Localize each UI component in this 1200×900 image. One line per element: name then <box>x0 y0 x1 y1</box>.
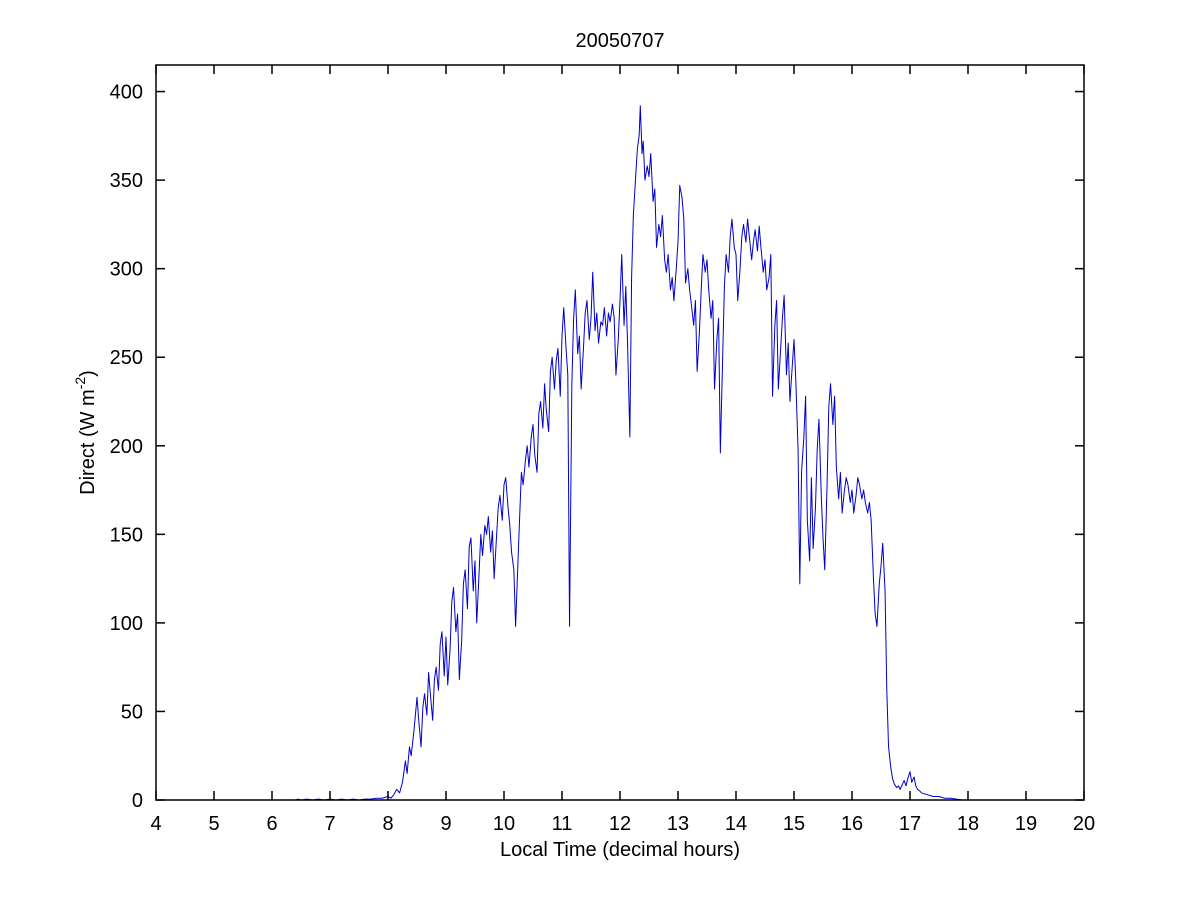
x-tick-label: 14 <box>725 813 747 835</box>
y-tick-label: 400 <box>110 82 143 104</box>
y-tick-label: 50 <box>121 701 143 723</box>
y-axis-tick-labels: 0 50 100 150 200 250 300 350 400 <box>110 82 143 812</box>
x-tick-label: 5 <box>208 813 219 835</box>
y-tick-label: 200 <box>110 436 143 458</box>
y-axis-label-text: Direct (W m-2) <box>72 370 99 495</box>
x-tick-label: 6 <box>266 813 277 835</box>
y-tick-label: 250 <box>110 347 143 369</box>
y-tick-label: 350 <box>110 170 143 192</box>
x-tick-label: 7 <box>324 813 335 835</box>
y-tick-label: 0 <box>132 790 143 812</box>
x-axis-ticks <box>155 65 1085 800</box>
x-tick-label: 8 <box>382 813 393 835</box>
chart-title: 20050707 <box>576 30 665 52</box>
x-axis-label: Local Time (decimal hours) <box>500 839 740 861</box>
y-tick-label: 150 <box>110 524 143 546</box>
x-tick-label: 12 <box>609 813 631 835</box>
x-axis-label-text: Local Time (decimal hours) <box>500 839 740 861</box>
y-tick-label: 100 <box>110 613 143 635</box>
x-axis-tick-labels: 4 5 6 7 8 9 10 11 12 13 14 15 16 17 18 19 20 <box>150 813 1095 835</box>
y-axis-ticks <box>156 90 1084 801</box>
x-tick-label: 18 <box>957 813 979 835</box>
x-tick-label: 19 <box>1015 813 1037 835</box>
data-series <box>294 105 969 801</box>
x-tick-label: 20 <box>1073 813 1095 835</box>
x-tick-label: 11 <box>552 813 573 835</box>
x-tick-label: 10 <box>493 813 515 835</box>
x-tick-label: 4 <box>150 813 161 835</box>
x-tick-label: 9 <box>440 813 451 835</box>
x-tick-label: 13 <box>667 813 689 835</box>
chart-title-text: 20050707 <box>576 30 665 52</box>
plot-box <box>155 64 1085 801</box>
series-line <box>294 105 969 801</box>
x-tick-label: 15 <box>783 813 805 835</box>
y-axis-label: Direct (W m-2) <box>72 370 99 495</box>
axes-box <box>155 64 1085 801</box>
y-tick-label: 300 <box>110 259 143 281</box>
x-tick-label: 17 <box>899 813 921 835</box>
x-tick-label: 16 <box>841 813 863 835</box>
